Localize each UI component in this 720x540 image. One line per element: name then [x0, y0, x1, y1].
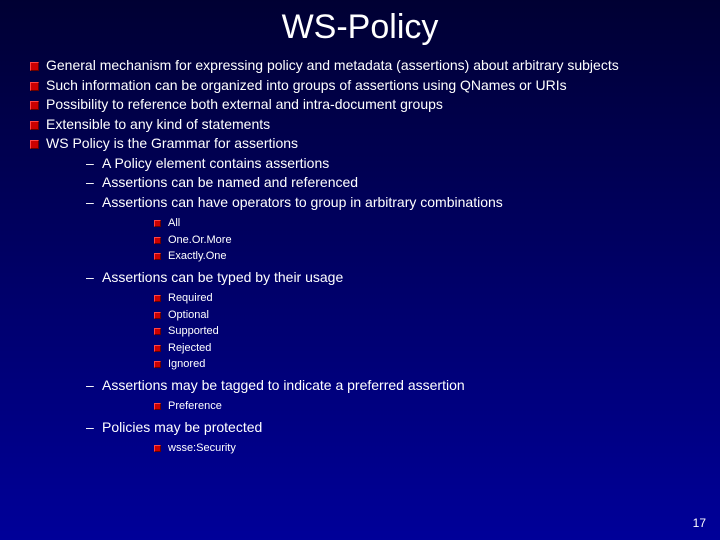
list-item: Required: [154, 290, 692, 307]
sub-sub-list: wsse:Security: [154, 440, 692, 457]
list-item: Possibility to reference both external a…: [28, 96, 692, 114]
bullet-list: General mechanism for expressing policy …: [28, 57, 692, 457]
sub-sub-list: Preference: [154, 398, 692, 415]
list-item: Rejected: [154, 340, 692, 357]
list-item-label: Policies may be protected: [102, 419, 262, 435]
slide-title: WS-Policy: [28, 8, 692, 47]
list-item: All: [154, 215, 692, 232]
list-item-label: Assertions may be tagged to indicate a p…: [102, 377, 465, 393]
list-item: wsse:Security: [154, 440, 692, 457]
list-item: Ignored: [154, 356, 692, 373]
list-item: Assertions can be typed by their usage R…: [86, 269, 692, 373]
sub-sub-list: All One.Or.More Exactly.One: [154, 215, 692, 265]
slide: WS-Policy General mechanism for expressi…: [0, 0, 720, 540]
page-number: 17: [693, 516, 706, 530]
list-item-label: Assertions can be typed by their usage: [102, 269, 343, 285]
list-item: Optional: [154, 307, 692, 324]
list-item: Preference: [154, 398, 692, 415]
list-item: General mechanism for expressing policy …: [28, 57, 692, 75]
list-item: Assertions may be tagged to indicate a p…: [86, 377, 692, 415]
list-item-label: Assertions can have operators to group i…: [102, 194, 503, 210]
list-item: Exactly.One: [154, 248, 692, 265]
list-item-label: WS Policy is the Grammar for assertions: [46, 135, 298, 151]
list-item: Extensible to any kind of statements: [28, 116, 692, 134]
list-item: Assertions can be named and referenced: [86, 174, 692, 192]
list-item: Assertions can have operators to group i…: [86, 194, 692, 265]
list-item: A Policy element contains assertions: [86, 155, 692, 173]
list-item: One.Or.More: [154, 232, 692, 249]
sub-list: A Policy element contains assertions Ass…: [86, 155, 692, 457]
list-item: Supported: [154, 323, 692, 340]
list-item: Policies may be protected wsse:Security: [86, 419, 692, 457]
sub-sub-list: Required Optional Supported Rejected Ign…: [154, 290, 692, 373]
list-item: WS Policy is the Grammar for assertions …: [28, 135, 692, 457]
list-item: Such information can be organized into g…: [28, 77, 692, 95]
